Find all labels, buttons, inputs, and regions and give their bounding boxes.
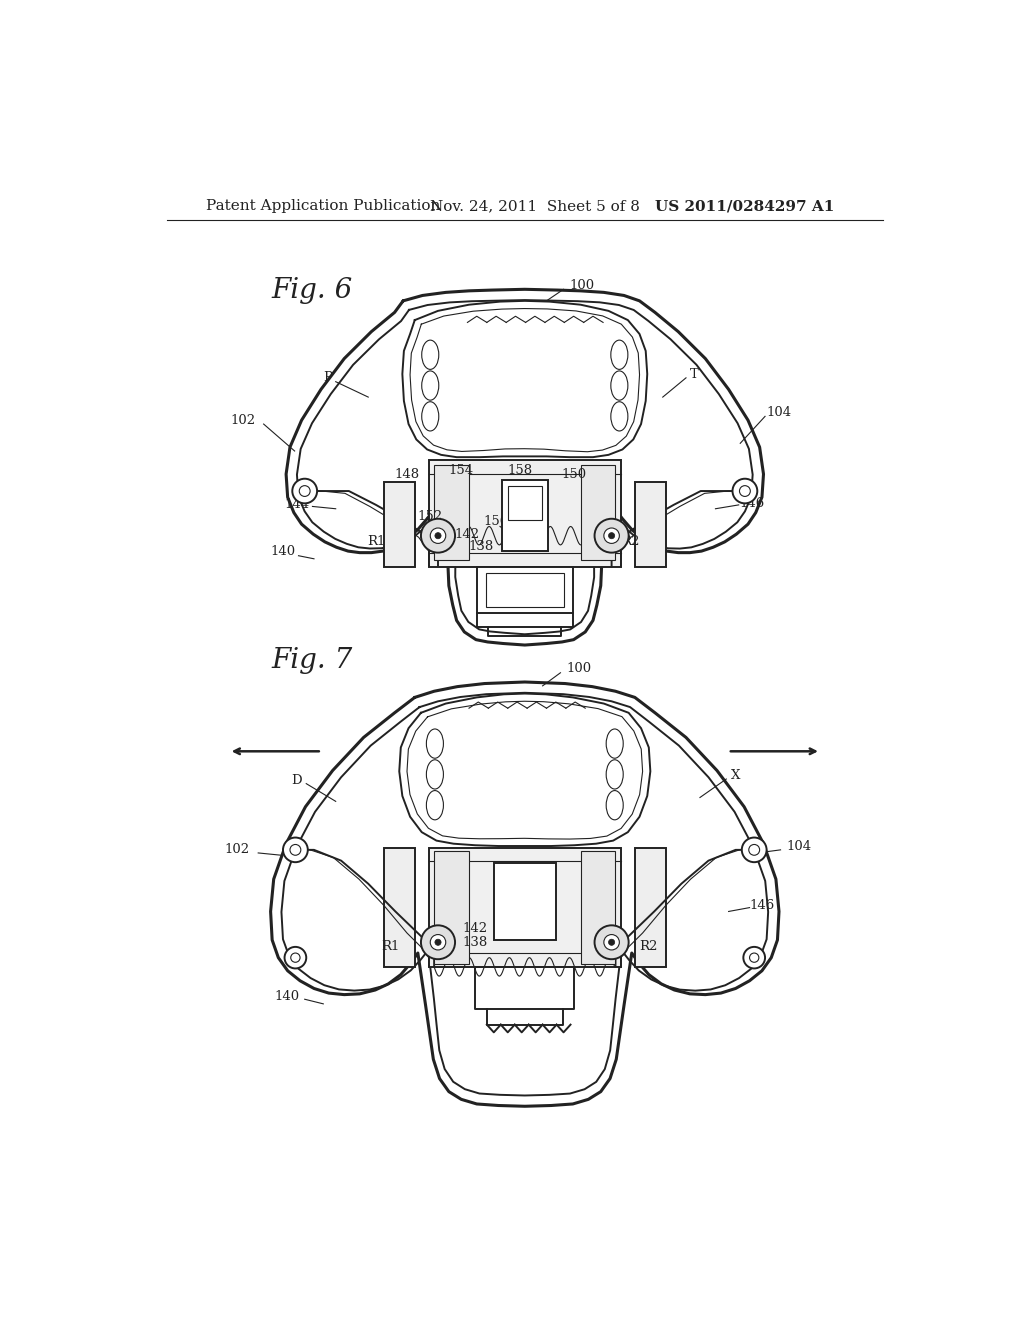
Circle shape — [421, 519, 455, 553]
Text: 150: 150 — [561, 467, 586, 480]
Ellipse shape — [422, 371, 438, 400]
Bar — [494, 863, 556, 940]
Circle shape — [290, 845, 301, 855]
Circle shape — [743, 946, 765, 969]
Circle shape — [604, 528, 620, 544]
Text: US 2011/0284297 A1: US 2011/0284297 A1 — [655, 199, 835, 213]
Text: 102: 102 — [230, 413, 255, 426]
Circle shape — [732, 479, 758, 503]
Ellipse shape — [426, 760, 443, 789]
Bar — [477, 566, 572, 612]
Text: Fig. 6: Fig. 6 — [271, 277, 352, 305]
Text: R2: R2 — [640, 940, 658, 953]
Text: 144: 144 — [285, 499, 309, 511]
Circle shape — [749, 845, 760, 855]
Circle shape — [292, 479, 317, 503]
Text: Patent Application Publication: Patent Application Publication — [206, 199, 440, 213]
Text: 102: 102 — [224, 843, 249, 857]
Circle shape — [608, 532, 614, 539]
Text: 104: 104 — [786, 841, 812, 853]
Circle shape — [595, 925, 629, 960]
Circle shape — [435, 532, 441, 539]
Text: 154: 154 — [449, 463, 474, 477]
Text: 152: 152 — [418, 510, 442, 523]
Circle shape — [741, 838, 767, 862]
Ellipse shape — [611, 401, 628, 432]
Text: 142: 142 — [455, 528, 480, 541]
Text: Fig. 7: Fig. 7 — [271, 647, 352, 675]
Ellipse shape — [606, 729, 624, 758]
Circle shape — [750, 953, 759, 962]
Text: 156: 156 — [483, 515, 509, 528]
Text: X: X — [731, 770, 740, 783]
Bar — [486, 573, 563, 607]
Text: 146: 146 — [739, 496, 765, 510]
Bar — [434, 465, 469, 561]
Ellipse shape — [611, 341, 628, 370]
Ellipse shape — [422, 401, 438, 432]
Circle shape — [285, 946, 306, 969]
Text: Nov. 24, 2011  Sheet 5 of 8: Nov. 24, 2011 Sheet 5 of 8 — [430, 199, 640, 213]
Bar — [434, 850, 469, 964]
Ellipse shape — [606, 760, 624, 789]
Text: 148: 148 — [394, 467, 420, 480]
Circle shape — [435, 940, 441, 945]
Circle shape — [430, 528, 445, 544]
Bar — [581, 465, 615, 561]
Text: 158: 158 — [508, 463, 532, 477]
Text: T: T — [689, 367, 698, 380]
Text: 100: 100 — [566, 661, 592, 675]
Bar — [429, 847, 621, 966]
Circle shape — [739, 486, 751, 496]
Ellipse shape — [426, 729, 443, 758]
Bar — [581, 850, 615, 964]
Bar — [508, 487, 542, 520]
Text: 140: 140 — [274, 990, 299, 1003]
Text: R1: R1 — [381, 940, 399, 953]
Bar — [429, 461, 621, 566]
Text: 140: 140 — [270, 545, 296, 557]
Ellipse shape — [611, 371, 628, 400]
Text: 104: 104 — [766, 407, 792, 418]
Bar — [635, 847, 666, 966]
Circle shape — [283, 838, 308, 862]
Text: R1: R1 — [367, 536, 385, 548]
Circle shape — [291, 953, 300, 962]
Circle shape — [430, 935, 445, 950]
Text: 138: 138 — [463, 936, 487, 949]
Bar — [384, 847, 415, 966]
Text: 142: 142 — [463, 921, 487, 935]
Bar — [384, 482, 415, 566]
Text: 100: 100 — [569, 279, 595, 292]
Circle shape — [299, 486, 310, 496]
Ellipse shape — [422, 341, 438, 370]
Text: P: P — [324, 371, 333, 384]
Circle shape — [604, 935, 620, 950]
Text: D: D — [292, 774, 302, 787]
Circle shape — [608, 940, 614, 945]
Bar — [635, 482, 666, 566]
Bar — [502, 480, 548, 552]
Text: 146: 146 — [750, 899, 774, 912]
Text: R2: R2 — [621, 536, 639, 548]
Circle shape — [421, 925, 455, 960]
Ellipse shape — [426, 791, 443, 820]
Circle shape — [595, 519, 629, 553]
Ellipse shape — [606, 791, 624, 820]
Text: 138: 138 — [468, 540, 494, 553]
